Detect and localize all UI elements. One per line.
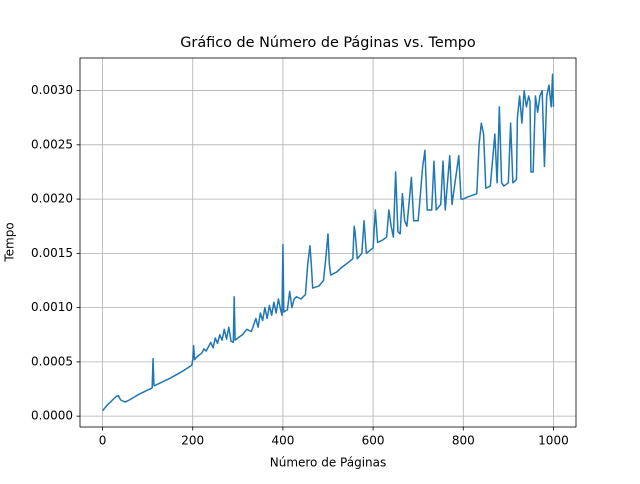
x-tick-label: 1000 (538, 434, 569, 448)
y-tick-label: 0.0020 (31, 192, 73, 206)
x-tick-label: 800 (452, 434, 475, 448)
data-line (101, 73, 555, 412)
x-tick-label: 600 (362, 434, 385, 448)
y-tick-label: 0.0010 (31, 300, 73, 314)
y-tick-label: 0.0005 (31, 354, 73, 368)
y-tick-label: 0.0000 (31, 409, 73, 423)
y-axis-label: Tempo (3, 222, 17, 262)
plot (101, 73, 555, 412)
x-tick-label: 0 (99, 434, 107, 448)
y-tick-label: 0.0025 (31, 137, 73, 151)
x-tick-label: 200 (181, 434, 204, 448)
y-tick-label: 0.0015 (31, 246, 73, 260)
x-tick-label: 400 (271, 434, 294, 448)
x-axis-label: Número de Páginas (270, 456, 387, 470)
chart-title: Gráfico de Número de Páginas vs. Tempo (180, 35, 476, 51)
y-tick-label: 0.0030 (31, 83, 73, 97)
grid (80, 58, 576, 427)
axes-frame (79, 57, 577, 428)
